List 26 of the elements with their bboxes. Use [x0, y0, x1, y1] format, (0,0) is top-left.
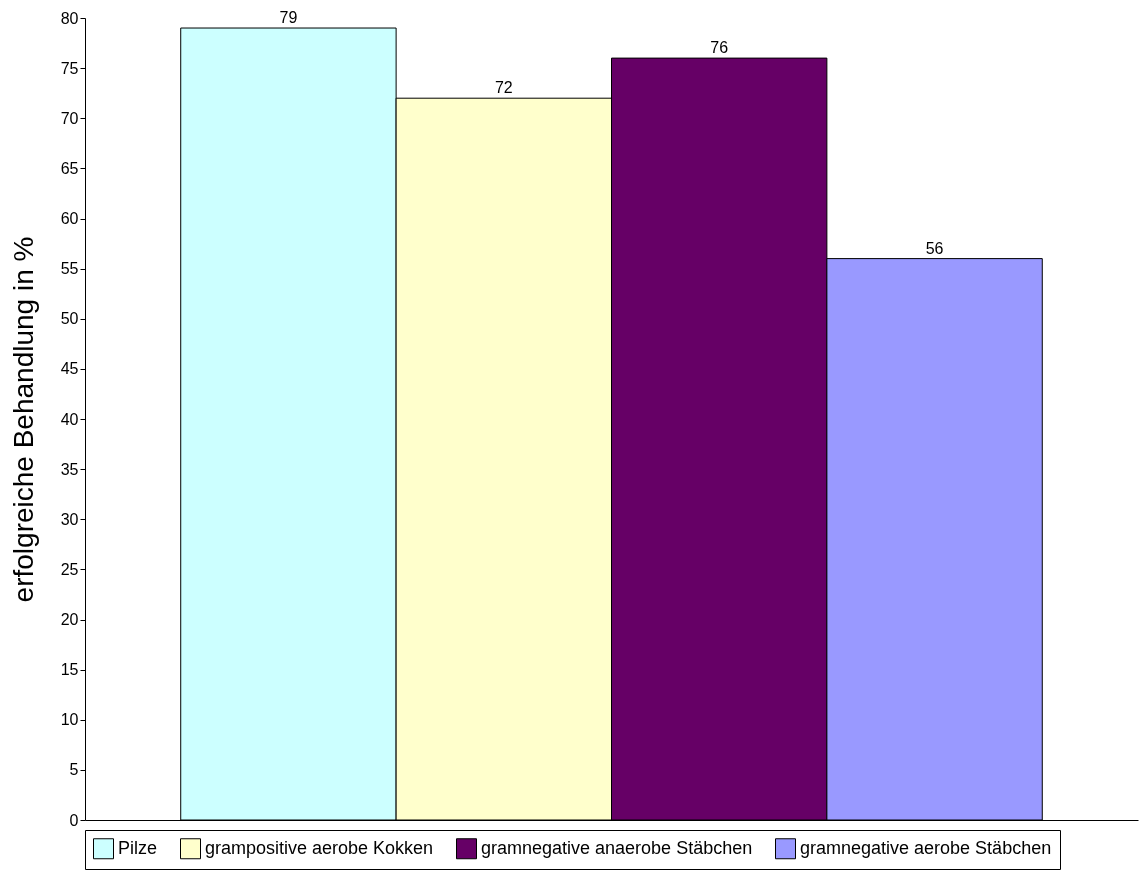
- y-tick-label: 35: [60, 460, 79, 478]
- legend-label: gramnegative anaerobe Stäbchen: [481, 837, 753, 858]
- y-tick-label: 50: [60, 310, 79, 328]
- y-tick-label: 20: [60, 611, 79, 628]
- y-tick-label: 80: [60, 9, 79, 27]
- data-label: 72: [494, 79, 513, 97]
- legend-label: gramnegative aerobe Stäbchen: [800, 837, 1052, 858]
- data-label: 79: [279, 9, 298, 27]
- y-tick-label: 75: [60, 59, 79, 77]
- y-tick-label: 15: [60, 661, 79, 679]
- y-tick-label: 40: [60, 410, 79, 428]
- y-tick-label: 30: [60, 510, 79, 528]
- y-axis-title: erfolgreiche Behandlung in %: [7, 236, 39, 603]
- y-tick-label: 65: [60, 159, 79, 177]
- y-tick-label: 5: [69, 761, 79, 779]
- y-tick-label: 60: [60, 210, 79, 227]
- data-label: 76: [710, 39, 729, 57]
- legend-label: grampositive aerobe Kokken: [205, 837, 434, 858]
- y-tick-label: 70: [60, 109, 79, 127]
- y-tick-label: 0: [69, 811, 79, 829]
- y-tick-label: 10: [60, 711, 79, 729]
- y-tick-label: 55: [60, 260, 79, 278]
- legend-label: Pilze: [118, 837, 158, 858]
- y-tick-label: 45: [60, 360, 79, 378]
- y-tick-label: 25: [60, 560, 79, 578]
- data-label: 56: [925, 239, 944, 257]
